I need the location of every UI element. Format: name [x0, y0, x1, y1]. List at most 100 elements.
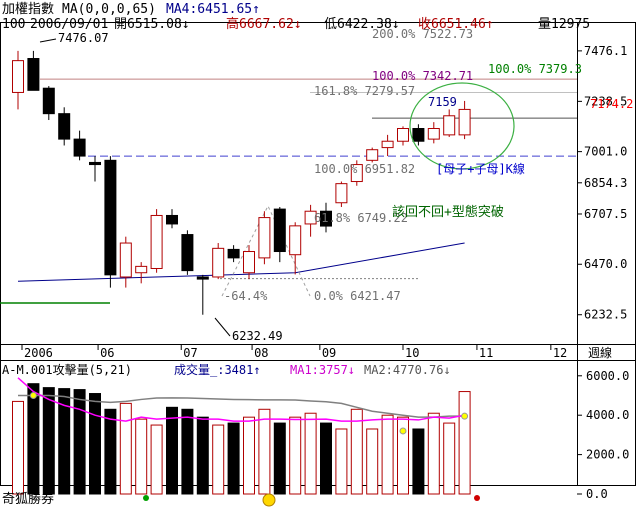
price-tick-label: 7001.0 — [584, 145, 627, 159]
candle-body — [243, 251, 255, 274]
candle-body — [150, 214, 163, 269]
candle-body — [304, 210, 317, 225]
close-value: 收6651.46↑ — [418, 17, 494, 32]
price-axis: 7476.1 7238.5 7001.0 6854.3 6707.5 6470.0 6232… — [577, 44, 627, 322]
volume-tick-label: 6000.0 — [586, 369, 629, 383]
volume-bar — [443, 422, 456, 495]
pattern-circle — [409, 82, 515, 170]
bar-count: 100 — [2, 17, 25, 32]
fib-100: 100.0% 7342.71 — [372, 69, 473, 83]
ma1-label: MA1:3757↓ — [290, 363, 355, 377]
candle-body — [335, 183, 348, 204]
volume-axis: 6000.0 4000.0 2000.0 0.0 — [577, 369, 629, 501]
candle-body — [320, 210, 332, 227]
candle-body — [227, 248, 240, 259]
low-value: 低6422.38↓ — [324, 17, 400, 32]
volume-tick-label: 4000.0 — [586, 408, 629, 422]
volume-bar — [335, 428, 348, 495]
candle-body — [381, 140, 394, 149]
time-tick-label: 09 — [322, 346, 336, 360]
price-annotations: 7476.07 6232.49 200.0% 7522.73 100.0% 73… — [39, 27, 582, 343]
candle-body — [196, 276, 209, 280]
fib-100-lower: 100.0% 6951.82 — [314, 162, 415, 176]
price-tick-label: 6707.5 — [584, 207, 627, 221]
candle-body — [273, 208, 286, 253]
volume-bar — [304, 412, 317, 495]
candle-body — [289, 225, 302, 256]
price-tick-label: 6470.0 — [584, 257, 627, 271]
candle-body — [258, 217, 271, 259]
volume-marker — [399, 427, 407, 435]
volume-bar — [227, 422, 240, 495]
candle-body — [166, 214, 178, 225]
ma4-line — [17, 242, 465, 282]
volume-bar — [212, 424, 225, 495]
signal-dot-red — [474, 495, 480, 501]
price-tick-label: 6232.5 — [584, 308, 627, 322]
open-value: 開6515.08↓ — [114, 17, 190, 32]
volume-ma1-line — [17, 377, 465, 422]
volume-bars — [12, 383, 471, 495]
time-tick-label: 10 — [405, 346, 419, 360]
volume-bar — [273, 422, 286, 495]
volume-bar — [150, 424, 163, 495]
time-tick-label: 08 — [254, 346, 268, 360]
candle-body — [443, 115, 456, 136]
candle-body — [181, 234, 194, 272]
header-line-2: 100 2006/09/01 開6515.08↓ 高6667.62↓ 低6422… — [2, 16, 590, 32]
candle-body — [89, 161, 101, 166]
header-line-1: 加權指數 MA(0,0,0,65) MA4:6451.65↑ — [2, 2, 260, 17]
candle-body — [212, 247, 225, 278]
price-tick-label: 6854.3 — [584, 176, 627, 190]
volume-bar — [181, 408, 194, 495]
volume-bar — [366, 428, 379, 495]
signal-dot-green — [143, 495, 149, 501]
pattern-label: [母子+子母]K線 — [436, 161, 525, 176]
volume-marker — [29, 392, 37, 399]
candle-body — [119, 242, 132, 278]
volume-label: 成交量_:3481↑ — [174, 362, 261, 377]
time-tick-label: 07 — [183, 346, 197, 360]
trough-pointer — [214, 317, 231, 337]
candle-body — [458, 108, 471, 136]
candle-body — [427, 128, 440, 140]
brand-footer: 奇狐勝券 — [2, 491, 54, 507]
high-value: 高6667.62↓ — [226, 16, 302, 32]
volume-bar — [381, 414, 394, 495]
volume-bar — [166, 406, 178, 495]
volume-bar — [12, 400, 24, 495]
fib-100-upper: 100.0% 7379.3 — [488, 62, 582, 76]
indicator-header: A-M.001攻擊量(5,21) 成交量_:3481↑ MA1:3757↓ MA… — [2, 362, 451, 377]
time-tick-label: 12 — [553, 346, 567, 360]
volume-ma-lines — [17, 377, 469, 435]
fib-0: 0.0% 6421.47 — [314, 289, 401, 303]
peak-pointer — [39, 38, 57, 43]
volume-bar — [135, 418, 148, 495]
volume-tick-label: 2000.0 — [586, 448, 629, 462]
volume-bar — [104, 408, 117, 495]
horizontal-lines — [0, 78, 577, 304]
time-tick-label: 11 — [479, 346, 493, 360]
time-tick-label: 2006 — [24, 346, 53, 360]
time-axis: 2006 06 07 08 09 10 11 12 — [21, 345, 567, 360]
bar-date: 2006/09/01 — [30, 17, 108, 32]
volume-bar — [427, 412, 440, 495]
candles — [12, 50, 471, 315]
volume-marker — [461, 412, 469, 420]
volume-tick-label: 0.0 — [586, 487, 608, 501]
volume-bar — [258, 408, 271, 495]
index-title: 加權指數 — [2, 2, 54, 17]
ma-params: MA(0,0,0,65) — [62, 2, 156, 17]
volume-bar — [73, 389, 86, 495]
candle-body — [27, 58, 40, 91]
volume-bar — [243, 416, 255, 495]
candle-body — [42, 87, 55, 115]
fib-61: 61.8% 6749.22 — [314, 211, 408, 225]
smiley-icon — [262, 493, 276, 507]
volume-bar — [412, 428, 425, 495]
trough-annotation: 6232.49 — [232, 329, 283, 343]
indicator-label: A-M.001攻擊量(5,21) — [2, 362, 132, 377]
volume-bar — [119, 402, 132, 495]
time-tick-label: 06 — [100, 346, 114, 360]
